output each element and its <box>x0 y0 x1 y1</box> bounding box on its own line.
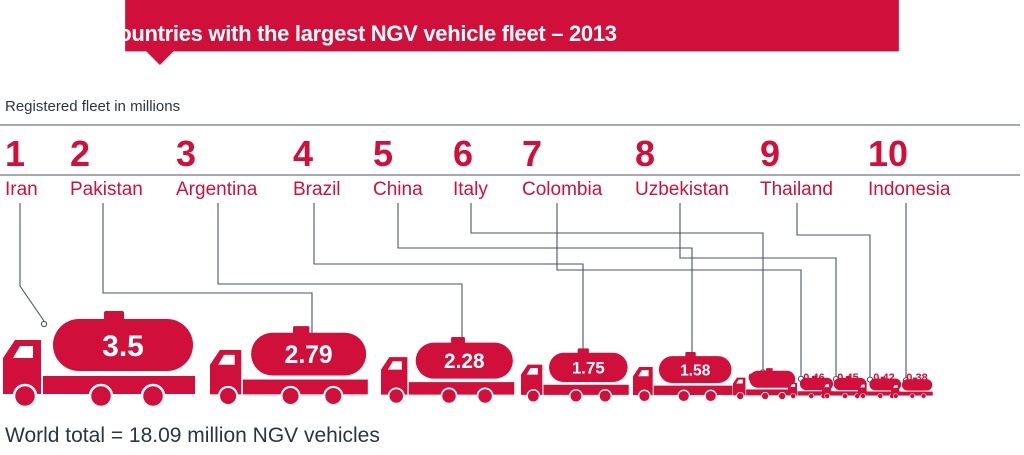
country-label: Indonesia <box>868 179 951 200</box>
value-label: 1.58 <box>680 362 711 379</box>
tanker-truck-icon <box>633 351 733 403</box>
tanker-truck-icon <box>521 348 629 403</box>
tanker-truck-icon <box>891 377 933 399</box>
rank-label: 3 <box>176 133 196 174</box>
tanker-truck-icon <box>3 311 195 409</box>
country-label: Thailand <box>760 179 833 200</box>
chart-subtitle: Registered fleet in millions <box>5 98 181 115</box>
value-label: 0.38 <box>906 372 927 384</box>
rank-label: 5 <box>373 133 393 174</box>
page-title: Top 10 countries with the largest NGV ve… <box>33 21 617 46</box>
country-label: China <box>373 179 423 200</box>
title-banner <box>125 0 899 65</box>
country-label: Colombia <box>522 179 603 200</box>
connector-dot <box>40 320 48 328</box>
rank-label: 2 <box>70 133 90 174</box>
country-label: Uzbekistan <box>635 179 729 200</box>
connector-line <box>19 203 45 322</box>
tanker-truck-icon <box>210 326 368 407</box>
connector-line <box>556 203 802 376</box>
world-total: World total = 18.09 million NGV vehicles <box>5 424 380 447</box>
country-label: Pakistan <box>70 179 143 200</box>
rank-label: 7 <box>522 133 542 174</box>
value-label: 2.79 <box>285 342 333 369</box>
rank-label: 4 <box>293 133 313 174</box>
country-label: Brazil <box>293 179 341 200</box>
connector-line <box>102 203 313 334</box>
rank-label: 9 <box>760 133 780 174</box>
rank-label: 6 <box>453 133 473 174</box>
value-label: 0.46 <box>803 372 824 384</box>
connector-line <box>470 203 764 370</box>
value-label: 1.75 <box>572 359 605 378</box>
rank-label: 1 <box>5 133 25 174</box>
tanker-truck-icon <box>381 337 515 405</box>
connector-line <box>397 203 693 356</box>
connector-line <box>313 203 584 353</box>
connector-line <box>217 203 463 344</box>
tanker-truck-icon <box>733 368 796 401</box>
value-label: 0.45 <box>837 372 858 384</box>
connector-line <box>679 203 837 377</box>
rank-label: 10 <box>868 133 908 174</box>
country-label: Argentina <box>176 179 258 200</box>
value-label: 2.28 <box>444 350 484 373</box>
country-label: Italy <box>453 179 488 200</box>
value-label: 0.82 <box>748 372 769 384</box>
connector-line <box>796 203 871 377</box>
country-label: Iran <box>5 179 38 200</box>
value-label: 3.5 <box>102 330 144 363</box>
rank-label: 8 <box>635 133 655 174</box>
value-label: 0.42 <box>873 372 894 384</box>
